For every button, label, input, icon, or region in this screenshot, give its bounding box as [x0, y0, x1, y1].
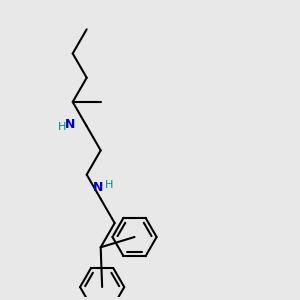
- Text: N: N: [65, 118, 76, 131]
- Text: H: H: [105, 180, 114, 190]
- Text: N: N: [93, 181, 104, 194]
- Text: H: H: [58, 122, 66, 132]
